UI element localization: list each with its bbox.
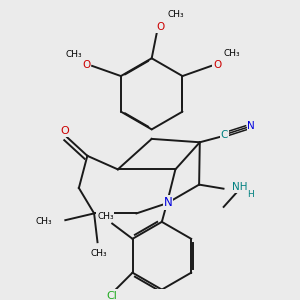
Text: N: N bbox=[164, 196, 172, 209]
Text: CH₃: CH₃ bbox=[167, 10, 184, 19]
Text: O: O bbox=[156, 22, 164, 32]
Text: CH₃: CH₃ bbox=[65, 50, 82, 58]
Text: CH₃: CH₃ bbox=[91, 248, 107, 257]
Text: CH₃: CH₃ bbox=[224, 49, 241, 58]
Text: CH₃: CH₃ bbox=[97, 212, 114, 220]
Text: H: H bbox=[247, 190, 254, 199]
Text: O: O bbox=[213, 60, 221, 70]
Text: O: O bbox=[60, 126, 69, 136]
Text: NH: NH bbox=[232, 182, 248, 192]
Text: Cl: Cl bbox=[107, 291, 118, 300]
Text: O: O bbox=[82, 60, 90, 70]
Text: N: N bbox=[248, 121, 255, 131]
Text: C: C bbox=[220, 130, 228, 140]
Text: CH₃: CH₃ bbox=[36, 218, 52, 226]
